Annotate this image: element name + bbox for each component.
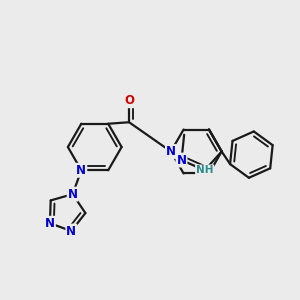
Text: N: N xyxy=(176,154,187,166)
Text: NH: NH xyxy=(196,165,213,176)
Text: N: N xyxy=(166,145,176,158)
Text: N: N xyxy=(68,188,78,201)
Text: O: O xyxy=(124,94,134,107)
Text: N: N xyxy=(45,217,55,230)
Text: N: N xyxy=(76,164,86,177)
Text: N: N xyxy=(66,224,76,238)
